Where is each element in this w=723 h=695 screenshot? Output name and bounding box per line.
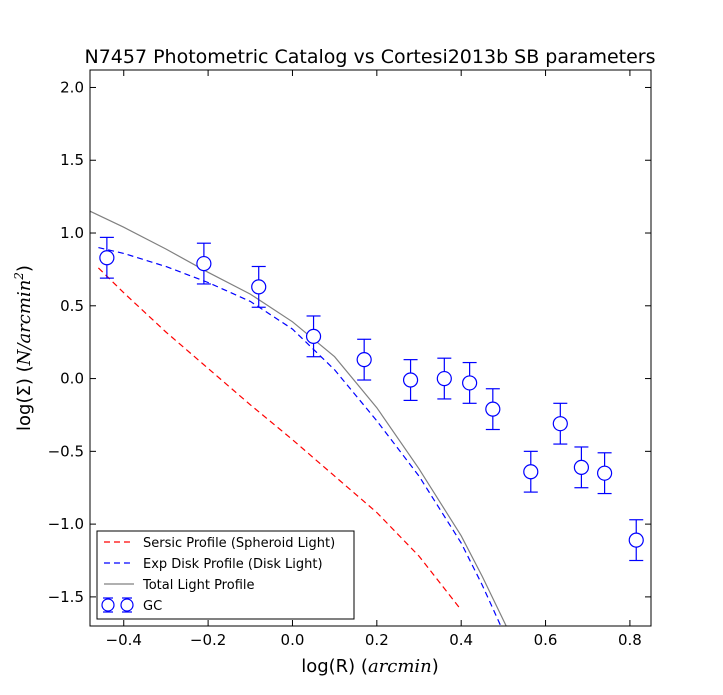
x-axis-label-post: ) (432, 656, 439, 677)
data-point (573, 459, 590, 475)
data-point (251, 279, 267, 295)
y-tick-label: 0.5 (60, 297, 84, 315)
y-axis-label-post: ) (14, 265, 35, 272)
x-tick-label: −0.4 (106, 631, 142, 649)
y-tick-label: −1.5 (48, 588, 84, 606)
x-tick-label: −0.2 (190, 631, 226, 649)
data-point (597, 465, 613, 481)
y-tick-label: 1.5 (60, 151, 84, 169)
chart-title: N7457 Photometric Catalog vs Cortesi2013… (84, 46, 655, 68)
x-axis-label: log(R) (arcmin) (301, 656, 439, 677)
data-point (523, 464, 539, 480)
data-point (196, 255, 212, 272)
series-line (97, 267, 462, 611)
x-tick-label: 0.4 (449, 631, 473, 649)
y-tick-label: 0.0 (60, 370, 84, 388)
legend-box (96, 530, 355, 620)
data-point (628, 532, 644, 548)
legend-label: Exp Disk Profile (Disk Light) (143, 557, 323, 572)
y-tick-label: 2.0 (60, 78, 84, 96)
data-point (485, 401, 501, 417)
data-point (402, 372, 419, 388)
legend-label: Total Light Profile (142, 578, 255, 593)
data-point (356, 352, 372, 368)
ticks-layer: −0.4 −0.2 0.0 0.2 0.4 0.6 0.8 −1.5 −1.0 −0.5 0.0 0.… (48, 70, 651, 649)
y-axis-label-unit: N/arcmin (14, 280, 35, 367)
legend-items: Sersic Profile (Spheroid Light) Exp Disk … (101, 536, 335, 614)
y-tick-label: −0.5 (48, 442, 84, 460)
legend-swatch-marker (101, 598, 115, 612)
y-axis-label: log(Σ) (N/arcmin2) (12, 265, 35, 431)
y-tick-label: 1.0 (60, 224, 84, 242)
x-tick-label: 0.8 (618, 631, 642, 649)
data-point (462, 375, 478, 391)
x-axis-label-unit: arcmin (368, 656, 432, 677)
y-tick-label: −1.0 (48, 515, 84, 533)
data-point (99, 250, 115, 266)
series-layer (90, 210, 644, 626)
data-point (436, 370, 452, 387)
data-point (305, 328, 322, 344)
y-axis-label-pre: log(Σ) ( (14, 365, 35, 431)
plot-frame (89, 69, 652, 627)
data-point (552, 416, 568, 432)
legend-label: GC (143, 599, 162, 614)
legend-swatch-marker (120, 598, 134, 612)
x-tick-label: 0.2 (365, 631, 389, 649)
x-tick-label: 0.6 (534, 631, 558, 649)
legend: Sersic Profile (Spheroid Light) Exp Disk … (96, 530, 355, 620)
x-tick-label: 0.0 (281, 631, 305, 649)
y-axis-label-sup: 2 (12, 272, 26, 281)
x-axis-label-pre: log(R) ( (301, 656, 368, 677)
legend-label: Sersic Profile (Spheroid Light) (143, 536, 335, 551)
